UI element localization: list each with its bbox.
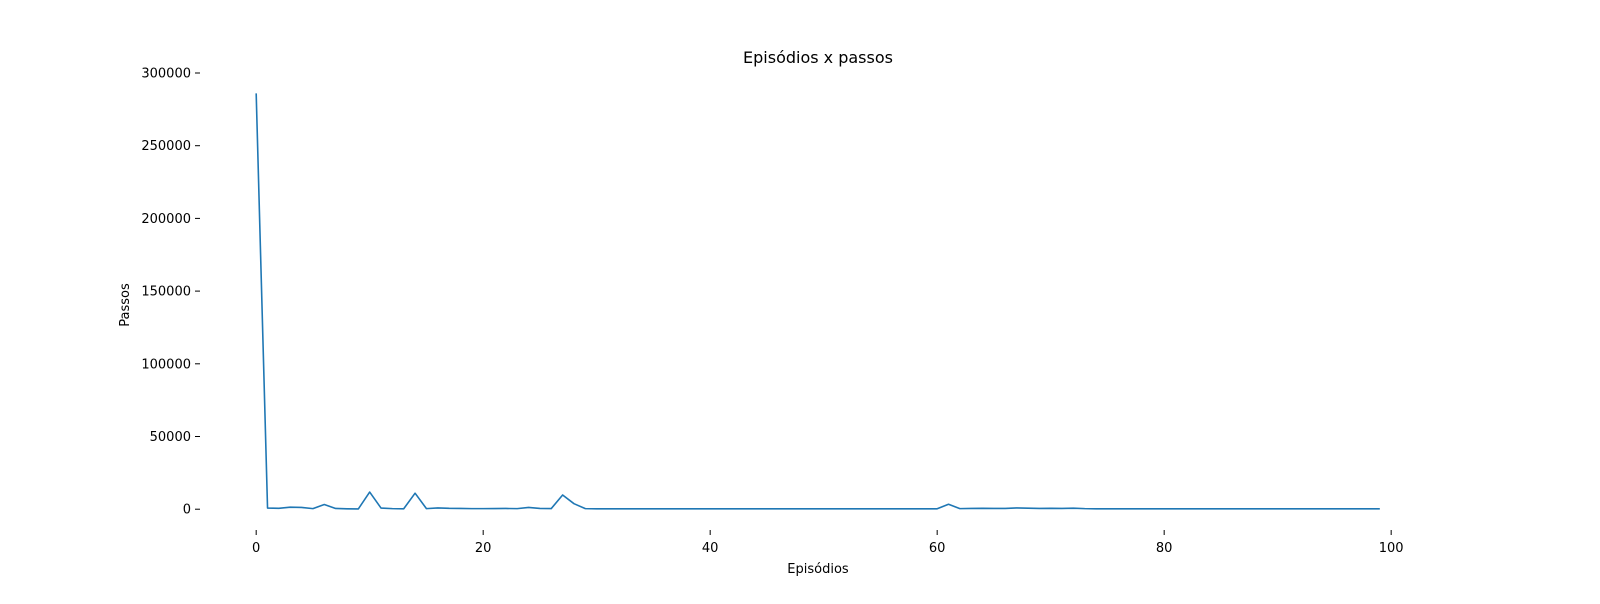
x-tick-label: 40 xyxy=(702,541,719,556)
y-tick-label: 0 xyxy=(183,503,191,518)
x-tick-label: 20 xyxy=(475,541,492,556)
x-axis-label: Episódios xyxy=(787,562,849,577)
y-tick-label: 100000 xyxy=(141,357,191,372)
x-tick-label: 80 xyxy=(1156,541,1173,556)
series-layer xyxy=(255,93,1380,510)
x-tick-label: 100 xyxy=(1379,541,1404,556)
y-axis-ticks: 0 50000 100000 150000 200000 250000 300000 xyxy=(141,67,200,518)
series-line xyxy=(255,93,1380,510)
y-tick-label: 250000 xyxy=(141,139,191,154)
chart-title: Episódios x passos xyxy=(743,48,893,67)
y-tick-label: 150000 xyxy=(141,285,191,300)
x-tick-label: 0 xyxy=(252,541,260,556)
y-tick-label: 50000 xyxy=(150,430,191,445)
y-tick-label: 300000 xyxy=(141,67,191,82)
x-axis-ticks: 0 20 40 60 80 100 xyxy=(252,530,1404,556)
x-tick-label: 60 xyxy=(929,541,946,556)
y-tick-label: 200000 xyxy=(141,212,191,227)
y-axis-label: Passos xyxy=(118,283,133,327)
